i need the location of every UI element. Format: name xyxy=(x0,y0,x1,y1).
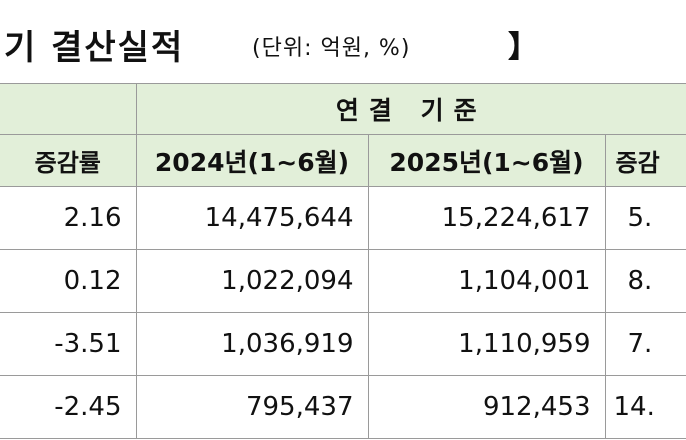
group-header-consolidated: 연결 기준 xyxy=(135,83,686,135)
cell-2025: 912,453 xyxy=(367,375,606,439)
table-row: 2.16 14,475,644 15,224,617 5. xyxy=(0,186,686,250)
cell-change-rate: -3.51 xyxy=(0,312,137,376)
cell-2024: 1,022,094 xyxy=(135,249,369,313)
col-header-change-rate: 증감률 xyxy=(0,134,137,187)
col-header-change: 증감 xyxy=(604,134,686,187)
group-header-row: 연결 기준 xyxy=(0,83,686,135)
results-table: 연결 기준 증감률 2024년(1~6월) 2025년(1~6월) 증감 2.1… xyxy=(0,83,686,439)
cell-2025: 1,104,001 xyxy=(367,249,606,313)
table-row: 0.12 1,022,094 1,104,001 8. xyxy=(0,249,686,313)
closing-bracket: 】 xyxy=(508,30,538,65)
col-header-2025-text: 2025년(1~6월) xyxy=(389,147,584,177)
cell-change-rate: 2.16 xyxy=(0,186,137,250)
cell-2024: 795,437 xyxy=(135,375,369,439)
title-text: 기 결산실적 xyxy=(4,28,185,68)
cell-2025: 15,224,617 xyxy=(367,186,606,250)
col-header-2024-text: 2024년(1~6월) xyxy=(154,147,350,177)
table-row: -3.51 1,036,919 1,110,959 7. xyxy=(0,312,686,376)
unit-note: (단위: 억원, %) xyxy=(252,36,411,61)
cell-change: 5. xyxy=(604,186,686,250)
cell-change-rate: 0.12 xyxy=(0,249,137,313)
empty-header-cell xyxy=(0,83,137,135)
cell-change: 7. xyxy=(604,312,686,376)
col-header-2025: 2025년(1~6월) xyxy=(367,134,606,187)
cell-change: 8. xyxy=(604,249,686,313)
column-header-row: 증감률 2024년(1~6월) 2025년(1~6월) 증감 xyxy=(0,134,686,187)
cell-change: 14. xyxy=(604,375,686,439)
cell-2024: 1,036,919 xyxy=(135,312,369,376)
cell-change-rate: -2.45 xyxy=(0,375,137,439)
col-header-2024: 2024년(1~6월) xyxy=(135,134,369,187)
cell-2024: 14,475,644 xyxy=(135,186,369,250)
cell-2025: 1,110,959 xyxy=(367,312,606,376)
table-row: -2.45 795,437 912,453 14. xyxy=(0,375,686,439)
